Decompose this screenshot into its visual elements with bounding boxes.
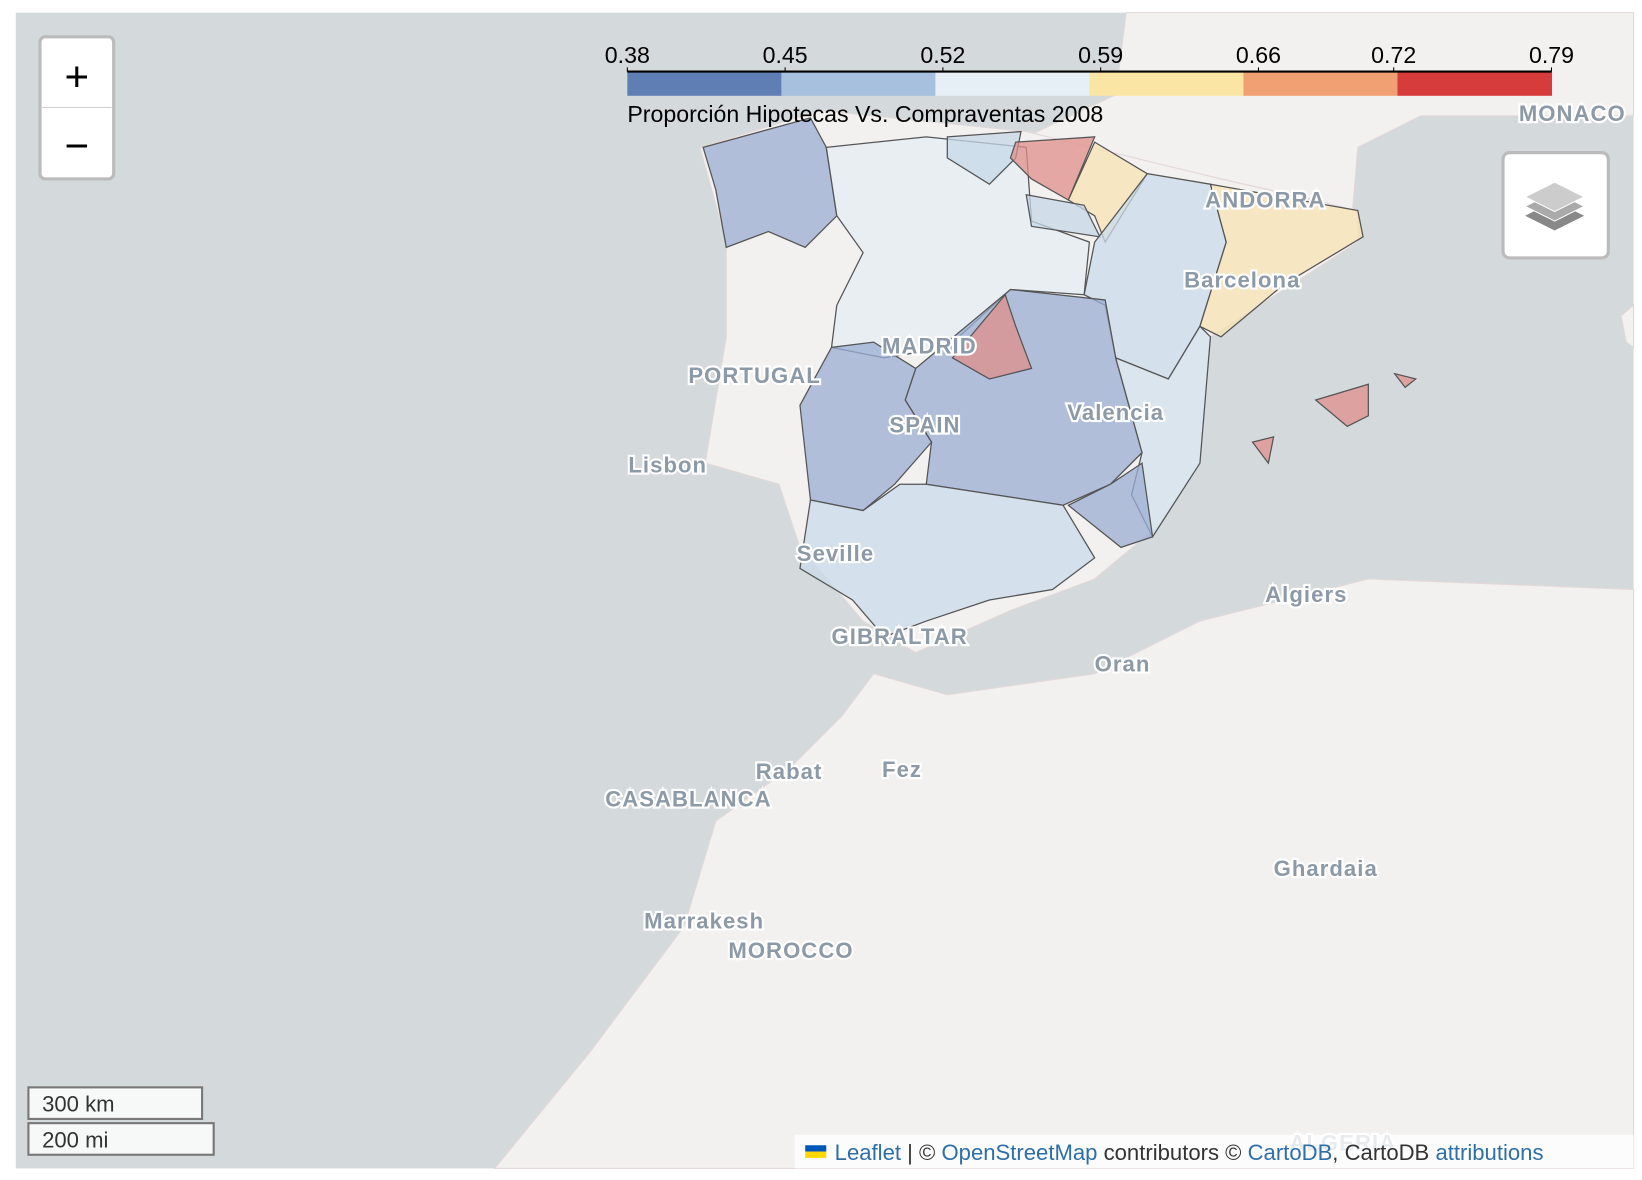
link[interactable]: attributions (1435, 1140, 1543, 1165)
legend-title: Proporción Hipotecas Vs. Compraventas 20… (627, 101, 1103, 127)
attribution: Leaflet | © OpenStreetMap contributors ©… (794, 1134, 1634, 1169)
scale: 300 km 200 mi (27, 1086, 215, 1156)
colorbar-segment (1397, 71, 1553, 96)
place-label: Oran (1095, 652, 1151, 677)
scale-imperial: 200 mi (42, 1127, 108, 1152)
place-label: SPAIN (889, 413, 960, 438)
place-label: CASABLANCA (605, 786, 771, 811)
zoom-in[interactable]: + (65, 53, 90, 100)
link[interactable]: OpenStreetMap (941, 1140, 1097, 1165)
colorbar-segment (627, 71, 782, 96)
attribution-box (794, 1134, 1634, 1169)
zoom-control: + − (38, 35, 116, 181)
layers-control[interactable] (1501, 151, 1610, 260)
place-label: Valencia (1067, 400, 1164, 425)
scale-metric-box (27, 1086, 204, 1120)
place-label: Fez (882, 757, 922, 782)
scale-metric: 300 km (42, 1092, 114, 1117)
colorbar-tick-label: 0.38 (605, 42, 650, 68)
place-label: PORTUGAL (688, 363, 820, 388)
colorbar-segment (781, 71, 936, 96)
colorbar-tick-label: 0.59 (1078, 42, 1123, 68)
colorbar-segment (935, 71, 1090, 96)
text: contributors © (1104, 1140, 1242, 1165)
place-label: Rabat (756, 759, 823, 784)
place-label: MADRID (882, 334, 977, 359)
link[interactable]: Leaflet (835, 1140, 901, 1165)
place-label: Seville (797, 541, 874, 566)
attribution-text: Leaflet | © OpenStreetMap contributors ©… (835, 1140, 1544, 1165)
place-label: MONACO (1519, 101, 1626, 126)
text: , CartoDB (1332, 1140, 1429, 1165)
place-label: Ghardaia (1274, 856, 1378, 881)
colorbar-tick-label: 0.79 (1529, 42, 1574, 68)
legend: Proporción Hipotecas Vs. Compraventas 20… (605, 42, 1574, 127)
flag (805, 1145, 827, 1152)
colorbar-tick-label: 0.52 (920, 42, 965, 68)
place-label: MOROCCO (728, 938, 853, 963)
colorbar-segment (1089, 71, 1244, 96)
place-label: Lisbon (628, 453, 707, 478)
place-label: ANDORRA (1205, 187, 1325, 212)
colorbar-tick-label: 0.45 (763, 42, 808, 68)
layers-icon (1523, 181, 1586, 213)
link[interactable]: CartoDB (1248, 1140, 1333, 1165)
text: | © (907, 1140, 935, 1165)
colorbar-tick-label: 0.66 (1236, 42, 1281, 68)
place-label: Marrakesh (644, 908, 764, 933)
regions (702, 117, 1418, 638)
colorbar-segment (1243, 71, 1398, 96)
scale-imperial-box (27, 1122, 215, 1156)
place-label: Algiers (1265, 582, 1347, 607)
flag (805, 1151, 827, 1158)
zoom-out[interactable]: − (65, 122, 90, 169)
place-label: Barcelona (1184, 267, 1300, 292)
place-label: GIBRALTAR (832, 624, 968, 649)
colorbar-tick-label: 0.72 (1371, 42, 1416, 68)
place-labels: MONACO ANDORRA Barcelona MADRID PORTUGAL SPAI… (603, 99, 1627, 1158)
